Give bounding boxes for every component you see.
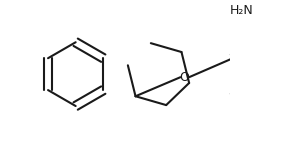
Text: O: O <box>179 71 189 84</box>
Text: H₂N: H₂N <box>230 4 254 17</box>
